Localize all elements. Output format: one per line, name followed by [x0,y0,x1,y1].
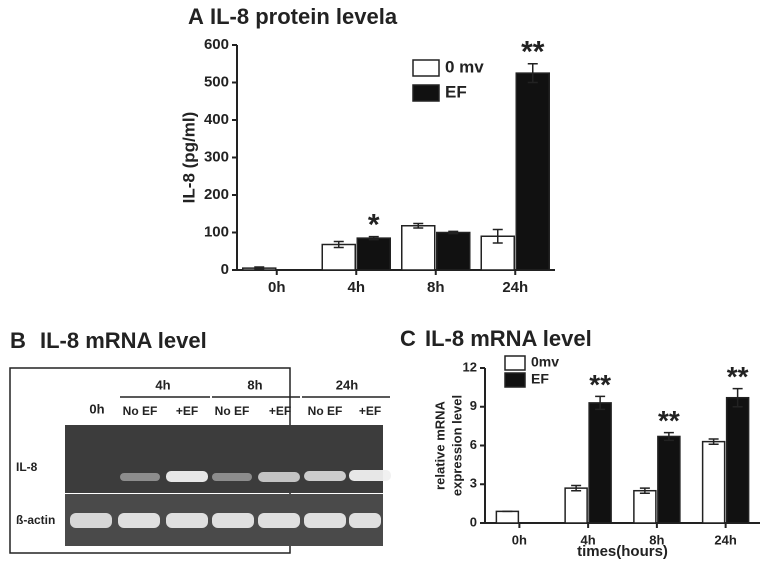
bar [701,440,726,524]
legend-label: EF [445,82,467,101]
time-label: 8h [247,377,262,392]
lane-label: No EF [308,404,343,418]
significance-mark: ** [589,369,611,400]
error-bar [663,431,674,442]
row-label: ß-actin [16,513,55,527]
legend-label: EF [531,371,549,387]
y-axis-label: relative mRNA [432,400,447,489]
error-bar [333,240,344,249]
bar [725,396,750,524]
y-tick-label: 0 [470,514,477,529]
error-bar [492,228,503,244]
error-bar [571,484,582,492]
band [70,513,112,528]
bar [321,243,356,271]
y-tick-label: 3 [470,476,477,491]
band [349,470,391,481]
error-bar [413,222,424,229]
x-tick-label: 0h [268,279,286,296]
bar [401,225,436,271]
y-tick-label: 400 [204,111,229,128]
y-axis-label: expression level [449,395,464,496]
y-tick-label: 200 [204,186,229,203]
panel-letter: C [400,326,416,351]
x-tick-label: 8h [427,279,445,296]
y-axis-label: IL-8 (pg/ml) [179,112,198,204]
x-tick-label: 24h [714,532,736,547]
bar [588,402,612,524]
y-tick-label: 6 [470,437,477,452]
x-tick-label: 24h [502,279,528,296]
bar [495,510,520,524]
band [166,513,208,528]
significance-mark: ** [727,361,749,392]
significance-mark: * [368,209,380,242]
chart-title: IL-8 mRNA level [425,326,592,351]
legend-swatch [504,355,526,371]
band [212,473,252,481]
band [304,471,346,481]
panel-letter: A [188,4,204,29]
error-bar [254,266,265,270]
x-axis-label: times(hours) [577,543,668,560]
error-bar [448,230,459,235]
band [212,513,254,528]
legend-swatch [504,372,526,388]
legend-swatch [412,84,440,102]
y-tick-label: 12 [463,359,477,374]
error-bar [639,487,650,495]
panel-title: IL-8 mRNA level [40,328,207,353]
bar [633,489,657,524]
band [304,513,346,528]
significance-mark: ** [658,405,680,436]
time-label: 4h [155,377,170,392]
band [166,471,208,482]
lane-label: +EF [359,404,381,418]
y-tick-label: 300 [204,148,229,165]
legend-swatch [412,59,440,77]
band [120,473,160,481]
time-label: 0h [89,401,104,416]
lane-label: No EF [123,404,158,418]
error-bar [368,235,379,241]
y-tick-label: 500 [204,73,229,90]
gel-panel: B IL-8 mRNA level 0h 4h 8h 24h No EF +EF… [9,328,391,554]
row-label: IL-8 [16,460,38,474]
band [118,513,160,528]
gel-bands [70,470,391,528]
x-tick-label: 0h [512,532,527,547]
panel-letter: B [10,328,26,353]
significance-mark: ** [521,36,545,69]
time-label: 24h [336,377,358,392]
bar [564,487,588,524]
error-bar [595,395,606,411]
legend-label: 0 mv [445,57,484,76]
error-bar [732,387,743,408]
lane-label: +EF [269,404,291,418]
y-tick-label: 9 [470,398,477,413]
bar [657,435,681,524]
band [258,472,300,482]
chart-title: IL-8 protein levela [210,4,398,29]
y-tick-label: 600 [204,36,229,53]
error-bar [527,63,538,84]
band [258,513,300,528]
bar [436,231,471,271]
y-tick-label: 100 [204,223,229,240]
bar [356,237,391,271]
y-tick-label: 0 [221,261,229,278]
x-tick-label: 8h [649,532,664,547]
legend-label: 0mv [531,354,559,370]
error-bar [708,438,719,445]
gel-strip [65,425,383,493]
lane-label: No EF [215,404,250,418]
bar [515,72,550,271]
x-tick-label: 4h [347,279,365,296]
x-tick-label: 4h [581,532,596,547]
band [349,513,381,528]
lane-label: +EF [176,404,198,418]
